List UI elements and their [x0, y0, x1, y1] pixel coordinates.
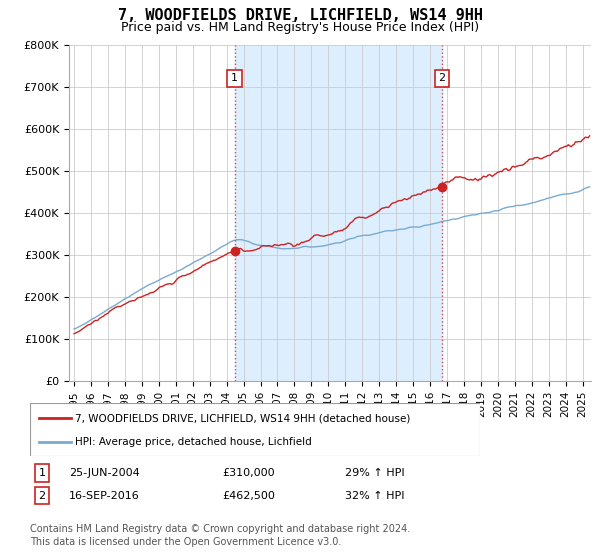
Text: 2: 2: [38, 491, 46, 501]
Text: 2: 2: [439, 73, 446, 83]
Text: 7, WOODFIELDS DRIVE, LICHFIELD, WS14 9HH: 7, WOODFIELDS DRIVE, LICHFIELD, WS14 9HH: [118, 8, 482, 24]
Text: 25-JUN-2004: 25-JUN-2004: [69, 468, 140, 478]
Text: 1: 1: [38, 468, 46, 478]
Text: £310,000: £310,000: [222, 468, 275, 478]
Text: 29% ↑ HPI: 29% ↑ HPI: [345, 468, 404, 478]
Text: 1: 1: [231, 73, 238, 83]
Bar: [235, 45, 442, 381]
Text: Contains HM Land Registry data © Crown copyright and database right 2024.
This d: Contains HM Land Registry data © Crown c…: [30, 524, 410, 547]
Text: 7, WOODFIELDS DRIVE, LICHFIELD, WS14 9HH (detached house): 7, WOODFIELDS DRIVE, LICHFIELD, WS14 9HH…: [75, 413, 410, 423]
Text: 16-SEP-2016: 16-SEP-2016: [69, 491, 140, 501]
Text: Price paid vs. HM Land Registry's House Price Index (HPI): Price paid vs. HM Land Registry's House …: [121, 21, 479, 34]
Text: HPI: Average price, detached house, Lichfield: HPI: Average price, detached house, Lich…: [75, 436, 312, 446]
FancyBboxPatch shape: [30, 403, 480, 456]
Text: £462,500: £462,500: [222, 491, 275, 501]
Text: 32% ↑ HPI: 32% ↑ HPI: [345, 491, 404, 501]
